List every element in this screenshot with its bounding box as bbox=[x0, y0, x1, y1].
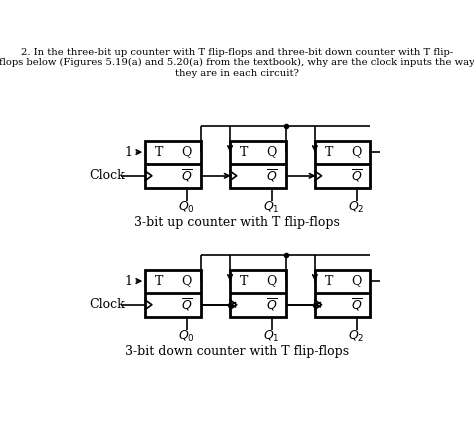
Text: $Q_0$: $Q_0$ bbox=[178, 200, 195, 215]
Text: Q: Q bbox=[182, 146, 192, 159]
Bar bbox=[145, 141, 201, 188]
Text: Q: Q bbox=[266, 146, 277, 159]
Text: Clock: Clock bbox=[89, 169, 125, 182]
Text: $Q_1$: $Q_1$ bbox=[264, 200, 280, 215]
Text: they are in each circuit?: they are in each circuit? bbox=[175, 69, 299, 78]
Text: 3-bit down counter with T flip-flops: 3-bit down counter with T flip-flops bbox=[125, 345, 349, 358]
Text: $Q_2$: $Q_2$ bbox=[348, 329, 365, 344]
Text: T: T bbox=[325, 275, 333, 288]
Text: 2. In the three-bit up counter with T flip-flops and three-bit down counter with: 2. In the three-bit up counter with T fl… bbox=[21, 48, 453, 57]
Text: 3-bit up counter with T flip-flops: 3-bit up counter with T flip-flops bbox=[134, 216, 340, 229]
Text: $\overline{Q}$: $\overline{Q}$ bbox=[266, 168, 278, 184]
Text: Q: Q bbox=[351, 146, 362, 159]
Bar bbox=[230, 141, 286, 188]
Text: Q: Q bbox=[266, 275, 277, 288]
Text: T: T bbox=[240, 146, 248, 159]
Text: T: T bbox=[325, 146, 333, 159]
Text: $\overline{Q}$: $\overline{Q}$ bbox=[351, 297, 363, 313]
Text: $\overline{Q}$: $\overline{Q}$ bbox=[351, 168, 363, 184]
Text: 1: 1 bbox=[124, 275, 132, 288]
Text: Q: Q bbox=[351, 275, 362, 288]
Text: Q: Q bbox=[182, 275, 192, 288]
Text: $Q_0$: $Q_0$ bbox=[178, 329, 195, 344]
Bar bbox=[315, 270, 371, 317]
Text: $Q_2$: $Q_2$ bbox=[348, 200, 365, 215]
Text: $\overline{Q}$: $\overline{Q}$ bbox=[181, 168, 193, 184]
Text: $\overline{Q}$: $\overline{Q}$ bbox=[266, 297, 278, 313]
Bar bbox=[230, 270, 286, 317]
Text: Clock: Clock bbox=[89, 298, 125, 311]
Text: flops below (Figures 5.19(a) and 5.20(a) from the textbook), why are the clock i: flops below (Figures 5.19(a) and 5.20(a)… bbox=[0, 58, 474, 68]
Bar bbox=[315, 141, 371, 188]
Text: 1: 1 bbox=[124, 146, 132, 159]
Bar bbox=[145, 270, 201, 317]
Text: $Q_1$: $Q_1$ bbox=[264, 329, 280, 344]
Text: T: T bbox=[155, 275, 163, 288]
Text: T: T bbox=[240, 275, 248, 288]
Text: T: T bbox=[155, 146, 163, 159]
Text: $\overline{Q}$: $\overline{Q}$ bbox=[181, 297, 193, 313]
